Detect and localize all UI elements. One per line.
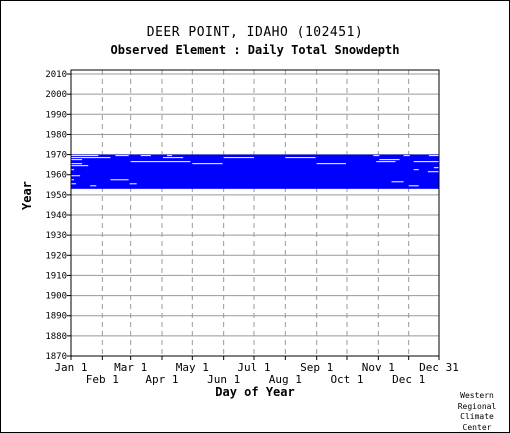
plot-frame: [70, 69, 440, 357]
y-tick-label: 1980: [45, 130, 67, 140]
missing-data-segment: [376, 161, 396, 163]
x-tick-label: Feb 1: [86, 373, 119, 386]
x-tick-label: Nov 1: [362, 361, 395, 374]
y-tick-label: 1930: [45, 231, 67, 241]
missing-data-segment: [71, 165, 89, 167]
y-tick-label: 1890: [45, 312, 67, 322]
y-tick-label: 1970: [45, 151, 67, 161]
x-tick-label: Sep 1: [300, 361, 333, 374]
x-tick-label: Dec 1: [392, 373, 425, 386]
y-tick-label: 2000: [45, 90, 67, 100]
missing-data-segment: [408, 185, 419, 187]
y-tick-label: 1870: [45, 352, 67, 362]
observed-data-block: [71, 154, 439, 189]
y-tick-label: 2010: [45, 70, 67, 80]
missing-data-segment: [129, 183, 137, 185]
missing-data-segment: [163, 157, 184, 159]
y-tick-label: 1960: [45, 171, 67, 181]
missing-data-segment: [140, 155, 151, 157]
missing-data-segment: [71, 179, 75, 181]
chart-subtitle: Observed Element : Daily Total Snowdepth: [110, 43, 400, 57]
missing-data-segment: [192, 163, 223, 165]
x-tick-label: Jun 1: [207, 373, 240, 386]
x-tick-label: May 1: [176, 361, 209, 374]
missing-data-segment: [71, 169, 75, 171]
missing-data-segment: [71, 183, 77, 185]
missing-data-segment: [373, 155, 380, 157]
x-tick-label: Jan 1: [54, 361, 87, 374]
y-tick-label: 1900: [45, 292, 67, 302]
missing-data-segment: [316, 163, 346, 165]
missing-data-segment: [130, 161, 191, 163]
missing-data-segment: [71, 163, 83, 165]
missing-data-segment: [71, 175, 81, 177]
credit-text: Western Regional Climate Center: [457, 391, 497, 432]
missing-data-segment: [379, 159, 400, 161]
x-tick-label: Oct 1: [330, 373, 363, 386]
missing-data-segment: [71, 155, 99, 157]
missing-data-segment: [71, 159, 83, 161]
y-tick-label: 1950: [45, 191, 67, 201]
y-tick-label: 1880: [45, 332, 67, 342]
x-tick-label: Dec 31: [419, 361, 459, 374]
axes: 1870 1880 1890 1900 1910 1920 1930 1940 1950 1960…: [45, 69, 459, 386]
missing-data-segment: [403, 155, 410, 157]
y-tick-label: 1920: [45, 251, 67, 261]
missing-data-segment: [413, 161, 439, 163]
y-tick-label: 1990: [45, 110, 67, 120]
y-tick-label: 1940: [45, 211, 67, 221]
missing-data-segment: [90, 185, 97, 187]
x-tick-label: Apr 1: [145, 373, 178, 386]
x-tick-label: Jul 1: [237, 361, 270, 374]
missing-data-segment: [391, 181, 404, 183]
x-axis-label: Day of Year: [215, 385, 295, 399]
x-tick-label: Mar 1: [114, 361, 147, 374]
missing-data-segment: [167, 155, 173, 157]
missing-data-segment: [285, 157, 316, 159]
chart-title: DEER POINT, IDAHO (102451): [146, 25, 364, 40]
missing-data-segment: [427, 171, 439, 173]
missing-data-segment: [413, 169, 419, 171]
missing-data-segment: [115, 155, 129, 157]
missing-data-segment: [223, 157, 254, 159]
missing-data-segment: [428, 155, 439, 157]
x-tick-label: Aug 1: [269, 373, 302, 386]
data-layer: [71, 154, 439, 189]
y-tick-label: 1910: [45, 271, 67, 281]
missing-data-segment: [110, 179, 129, 181]
missing-data-segment: [433, 167, 439, 169]
missing-data-segment: [71, 157, 111, 159]
grid-lines: [71, 70, 439, 357]
